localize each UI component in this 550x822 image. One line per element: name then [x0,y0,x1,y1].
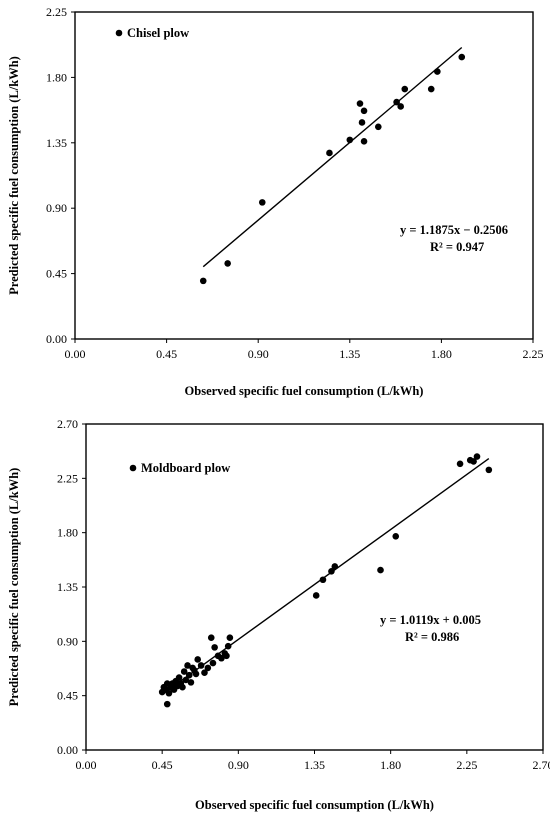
data-point [458,53,466,61]
data-point [194,656,202,663]
data-point [187,679,195,686]
x-tick-label: 0.00 [76,758,97,772]
data-point [258,199,266,206]
data-point [393,98,400,106]
x-tick-label: 2.25 [456,758,477,772]
regression-equation: y = 1.1875x − 0.2506 [400,223,508,237]
x-tick-label: 0.45 [156,347,177,361]
regression-line [202,46,463,268]
data-point [204,664,212,672]
data-point [377,566,384,574]
data-point [201,669,208,677]
regression-line [161,458,490,695]
r-squared-label: R² = 0.986 [405,630,459,644]
data-point [175,674,183,681]
y-tick-label: 2.70 [57,417,78,431]
x-tick-label: 2.25 [523,347,544,361]
data-point [163,700,171,708]
y-axis-label: Predicted specific fuel consumption (L/k… [7,468,21,707]
y-tick-label: 0.45 [46,267,67,281]
data-point [224,260,231,267]
data-point [197,662,205,669]
data-point [180,668,188,675]
data-point [473,453,481,460]
x-tick-label: 0.00 [65,347,86,361]
x-tick-label: 1.80 [431,347,452,361]
plot-frame [74,11,534,340]
legend-label: Chisel plow [127,26,189,40]
data-point [427,85,435,93]
legend-marker [129,464,137,472]
data-point [312,592,320,599]
data-point [207,634,215,642]
y-tick-label: 0.00 [57,743,78,757]
x-tick-label: 0.90 [248,347,269,361]
data-point [226,634,234,642]
x-tick-label: 0.90 [228,758,249,772]
data-point [185,671,193,679]
data-point [434,68,441,75]
data-point [392,532,400,540]
regression-equation: y = 1.0119x + 0.005 [380,613,481,627]
y-tick-label: 0.90 [46,201,67,215]
data-point [326,149,333,157]
data-point [211,644,218,651]
y-tick-label: 0.45 [57,689,78,703]
data-point [374,123,382,131]
y-tick-label: 1.80 [57,526,78,540]
y-tick-label: 1.35 [57,580,78,594]
y-tick-label: 2.25 [46,5,67,19]
x-axis-label: Observed specific fuel consumption (L/kW… [195,798,434,812]
r-squared-label: R² = 0.947 [430,240,484,254]
data-point [223,652,230,660]
data-point [199,277,207,285]
data-point [356,100,364,107]
y-tick-label: 2.25 [57,471,78,485]
data-point [346,136,354,144]
x-tick-label: 0.45 [152,758,173,772]
data-point [179,683,186,691]
x-tick-label: 2.70 [533,758,550,772]
y-tick-label: 1.80 [46,70,67,84]
data-point [209,659,217,667]
y-tick-label: 0.90 [57,634,78,648]
x-tick-label: 1.35 [339,347,360,361]
x-tick-label: 1.80 [380,758,401,772]
chisel-plow-chart: 0.00 0.45 0.90 1.35 1.80 2.25 0.00 0.45 0.90 1.35… [7,5,544,398]
data-point [165,689,173,697]
data-point [192,670,200,678]
data-point [397,103,404,110]
data-point [331,563,339,570]
y-tick-label: 1.35 [46,136,67,150]
data-point [328,568,335,575]
moldboard-plow-chart: 0.00 0.45 0.90 1.35 1.80 2.25 2.70 0.00 0.45 0.90… [7,417,550,812]
data-point [470,458,477,465]
data-point [456,460,464,468]
data-point [485,466,493,474]
y-axis-label: Predicted specific fuel consumption (L/k… [7,56,21,295]
legend-marker [115,29,123,37]
data-point [358,119,366,126]
x-axis-label: Observed specific fuel consumption (L/kW… [185,384,424,398]
data-point [360,107,368,115]
data-point [182,676,190,684]
data-point [184,662,191,669]
x-tick-label: 1.35 [304,758,325,772]
y-tick-label: 0.00 [46,332,67,346]
data-point [224,642,232,650]
legend-label: Moldboard plow [141,461,230,475]
data-point [360,138,368,145]
data-point [401,85,409,93]
data-point [218,654,225,662]
data-point [319,576,327,584]
